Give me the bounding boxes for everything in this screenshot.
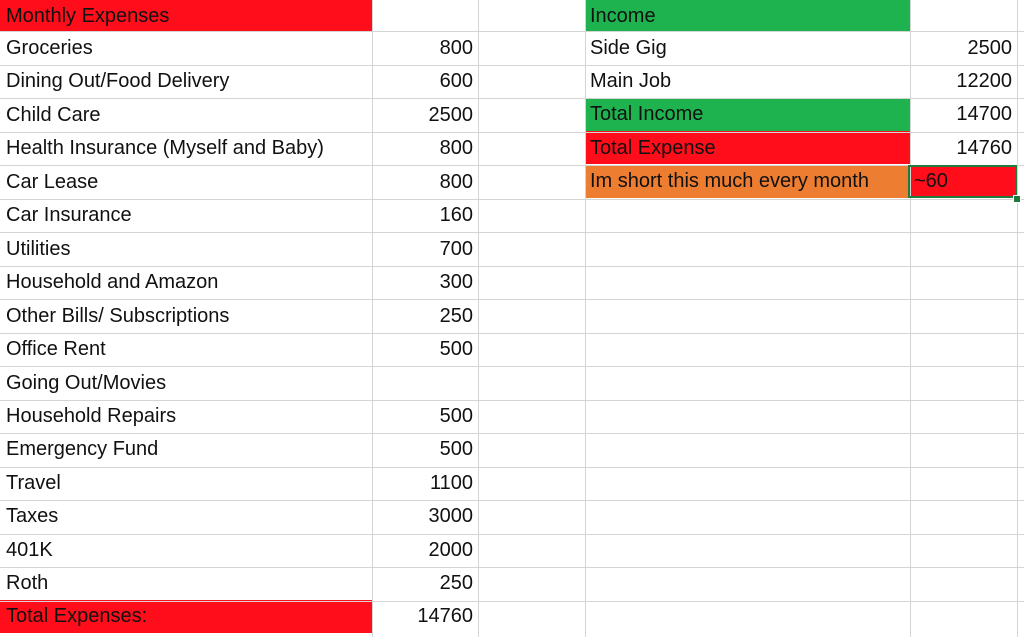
expense-row-value[interactable]: 250	[439, 572, 473, 594]
row-gridline	[0, 132, 1024, 133]
column-gridline	[478, 0, 479, 637]
row-gridline	[0, 266, 1024, 267]
total-income-value[interactable]: 14700	[956, 103, 1012, 125]
expense-row-label[interactable]: Household Repairs	[6, 405, 177, 427]
row-gridline	[0, 534, 1024, 535]
expense-row-label[interactable]: Taxes	[6, 505, 59, 527]
expense-row-label[interactable]: Groceries	[6, 37, 93, 59]
row-gridline	[0, 31, 1024, 32]
selected-cell-outline[interactable]	[908, 165, 1017, 198]
row-gridline	[0, 500, 1024, 501]
row-gridline	[0, 366, 1024, 367]
expense-row-label[interactable]: Child Care	[6, 104, 101, 126]
column-gridline	[910, 0, 911, 637]
expense-row-label[interactable]: Car Insurance	[6, 204, 132, 226]
income-header-fill	[585, 0, 910, 31]
expense-row-value[interactable]: 3000	[428, 505, 474, 527]
column-gridline	[1017, 0, 1018, 637]
expense-row-value[interactable]: 500	[439, 338, 473, 360]
expense-row-value[interactable]: 160	[439, 204, 473, 226]
row-gridline	[0, 333, 1024, 334]
expense-row-value[interactable]: 600	[439, 70, 473, 92]
total-expenses-label[interactable]: Total Expenses:	[6, 605, 148, 627]
row-gridline	[0, 400, 1024, 401]
total-expense-fill	[585, 131, 910, 164]
expense-row-label[interactable]: 401K	[6, 539, 53, 561]
expense-row-label[interactable]: Emergency Fund	[6, 438, 159, 460]
income-row-value[interactable]: 12200	[956, 70, 1012, 92]
expense-row-value[interactable]: 2500	[428, 104, 474, 126]
total-expense-label[interactable]: Total Expense	[590, 137, 716, 159]
short-value[interactable]: ~60	[914, 170, 948, 192]
row-gridline	[0, 601, 1024, 602]
income-header[interactable]: Income	[590, 5, 656, 27]
expense-row-value[interactable]: 800	[439, 37, 473, 59]
expense-row-label[interactable]: Travel	[6, 472, 61, 494]
short-label[interactable]: Im short this much every month	[590, 170, 869, 192]
expenses-header-fill	[0, 0, 372, 31]
short-label-fill	[585, 165, 910, 198]
row-gridline	[0, 165, 1024, 166]
expense-row-label[interactable]: Other Bills/ Subscriptions	[6, 305, 230, 327]
expense-row-value[interactable]	[372, 367, 473, 400]
row-gridline	[0, 299, 1024, 300]
total-income-label[interactable]: Total Income	[590, 103, 704, 125]
expenses-header[interactable]: Monthly Expenses	[6, 5, 170, 27]
total-expense-value[interactable]: 14760	[956, 137, 1012, 159]
expense-row-label[interactable]: Car Lease	[6, 171, 99, 193]
fill-handle[interactable]	[1013, 195, 1021, 203]
row-gridline	[0, 199, 1024, 200]
total-expenses-value[interactable]: 14760	[417, 605, 473, 627]
expense-row-label[interactable]: Utilities	[6, 238, 71, 260]
total-expenses-fill	[0, 600, 372, 633]
income-row-label[interactable]: Side Gig	[590, 37, 667, 59]
row-gridline	[0, 98, 1024, 99]
expense-row-value[interactable]: 250	[439, 305, 473, 327]
expense-row-label[interactable]: Going Out/Movies	[6, 372, 167, 394]
expense-row-value[interactable]: 800	[439, 171, 473, 193]
income-row-label[interactable]: Main Job	[590, 70, 672, 92]
expense-row-label[interactable]: Health Insurance (Myself and Baby)	[6, 137, 324, 159]
expense-row-value[interactable]: 500	[439, 438, 473, 460]
expense-row-label[interactable]: Dining Out/Food Delivery	[6, 70, 230, 92]
row-gridline	[0, 65, 1024, 66]
expense-row-label[interactable]: Roth	[6, 572, 49, 594]
expense-row-value[interactable]: 1100	[429, 472, 473, 494]
expense-row-value[interactable]: 300	[439, 271, 473, 293]
short-value-fill	[910, 165, 1017, 198]
row-gridline	[0, 433, 1024, 434]
expense-row-value[interactable]: 2000	[428, 539, 474, 561]
column-gridline	[372, 0, 373, 637]
row-gridline	[0, 232, 1024, 233]
income-row-value[interactable]: 2500	[967, 37, 1013, 59]
expense-row-label[interactable]: Household and Amazon	[6, 271, 219, 293]
row-gridline	[0, 467, 1024, 468]
expense-row-value[interactable]: 700	[439, 238, 473, 260]
expense-row-label[interactable]: Office Rent	[6, 338, 106, 360]
total-income-fill	[585, 98, 910, 131]
row-gridline	[0, 567, 1024, 568]
expense-row-value[interactable]: 800	[439, 137, 473, 159]
expense-row-value[interactable]: 500	[439, 405, 473, 427]
column-gridline	[585, 0, 586, 637]
